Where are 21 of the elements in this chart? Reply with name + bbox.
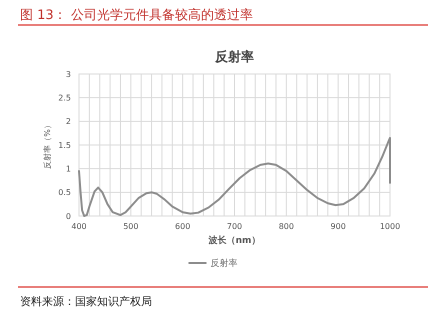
x-tick-label: 600 xyxy=(175,222,190,231)
y-tick-label: 2 xyxy=(66,117,71,126)
x-tick-label: 400 xyxy=(71,222,87,231)
x-tick-label: 900 xyxy=(330,222,346,231)
x-tick-label: 500 xyxy=(123,222,138,231)
y-tick-label: 0.5 xyxy=(58,188,71,198)
x-axis-title: 波长（nm） xyxy=(208,235,260,246)
y-axis-title: 反射率（%） xyxy=(43,121,52,169)
x-tick-label: 1000 xyxy=(380,222,400,231)
chart-title: 图 13： 公司光学元件具备较高的透过率 xyxy=(20,7,253,23)
line-series xyxy=(78,136,391,217)
legend-label: 反射率 xyxy=(210,258,238,270)
x-tick-label: 800 xyxy=(278,222,294,231)
y-tick-label: 1.5 xyxy=(58,140,71,150)
y-tick-label: 1 xyxy=(66,164,71,174)
text: 资料来源：国家知识产权局 xyxy=(20,295,152,308)
y-tick-label: 2.5 xyxy=(58,93,71,102)
x-tick-label: 700 xyxy=(226,222,242,231)
y-tick-label: 0 xyxy=(66,212,71,221)
chart-subtitle: 反射率 xyxy=(214,49,254,65)
y-tick-label: 3 xyxy=(66,70,71,79)
